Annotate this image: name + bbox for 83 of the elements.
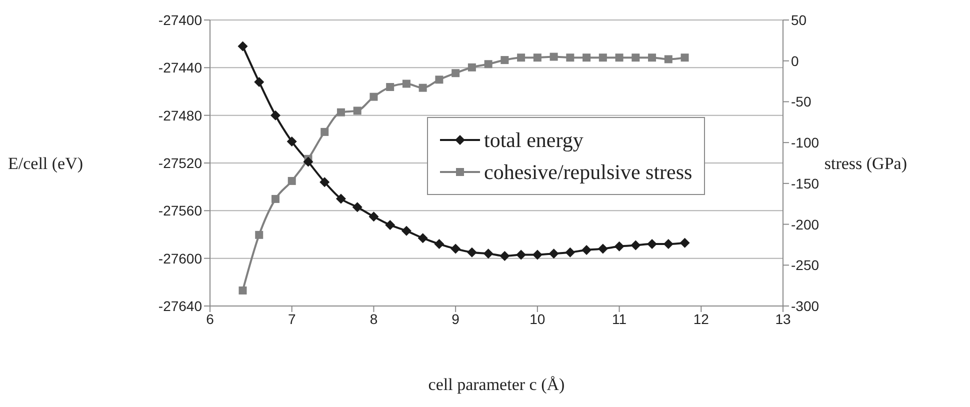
point bbox=[238, 41, 248, 52]
y-tick-label: -27640 bbox=[158, 298, 202, 314]
point bbox=[238, 286, 247, 294]
point bbox=[450, 244, 461, 254]
y2-tick-label: -200 bbox=[791, 216, 820, 232]
y2-tick-label: -250 bbox=[791, 257, 820, 274]
legend-label: total energy bbox=[484, 127, 584, 154]
point bbox=[452, 69, 460, 78]
y-tick-label: -27440 bbox=[158, 60, 202, 76]
point bbox=[548, 248, 559, 259]
point bbox=[254, 76, 264, 87]
point bbox=[500, 250, 510, 261]
point bbox=[614, 241, 624, 252]
point bbox=[385, 220, 396, 230]
point bbox=[630, 240, 641, 250]
point bbox=[336, 108, 345, 116]
y-axis-title: E/cell (eV) bbox=[8, 154, 84, 174]
y-tick-label: -27400 bbox=[158, 12, 202, 28]
point bbox=[418, 233, 428, 244]
point bbox=[270, 110, 280, 120]
point bbox=[402, 80, 410, 88]
y2-tick-label: -100 bbox=[791, 134, 820, 151]
point bbox=[484, 60, 492, 68]
point bbox=[468, 63, 476, 72]
point bbox=[550, 52, 558, 61]
y-tick-label: -27480 bbox=[158, 107, 202, 124]
point bbox=[255, 230, 264, 239]
point bbox=[320, 128, 329, 136]
point bbox=[664, 55, 672, 64]
point bbox=[582, 244, 592, 255]
x-tick-label: 9 bbox=[452, 310, 460, 327]
point bbox=[500, 56, 509, 64]
x-tick-label: 11 bbox=[612, 310, 627, 327]
point bbox=[566, 54, 574, 62]
point bbox=[336, 194, 346, 204]
point bbox=[353, 106, 362, 115]
x-tick-label: 13 bbox=[775, 310, 791, 327]
x-tick-label: 10 bbox=[530, 310, 546, 327]
point bbox=[352, 202, 362, 212]
x-axis-title: cell parameter c (Å) bbox=[428, 375, 565, 394]
y2-axis-title: stress (GPa) bbox=[824, 154, 907, 174]
legend-label: cohesive/repulsive stress bbox=[484, 159, 692, 186]
point bbox=[615, 54, 624, 62]
point bbox=[565, 247, 576, 258]
point bbox=[418, 84, 427, 92]
point bbox=[286, 136, 297, 147]
point bbox=[435, 76, 444, 84]
point bbox=[483, 248, 494, 259]
y2-tick-label: -150 bbox=[791, 175, 820, 192]
point bbox=[663, 239, 674, 250]
point bbox=[680, 54, 689, 62]
point bbox=[516, 250, 526, 260]
point bbox=[386, 83, 394, 92]
point bbox=[517, 54, 526, 62]
x-tick-label: 8 bbox=[370, 310, 378, 327]
point bbox=[532, 250, 542, 260]
point bbox=[434, 239, 444, 250]
point bbox=[582, 54, 591, 62]
point bbox=[303, 156, 314, 167]
point bbox=[680, 238, 690, 248]
point bbox=[598, 54, 607, 62]
point bbox=[648, 54, 656, 62]
point bbox=[647, 239, 658, 250]
x-tick-label: 12 bbox=[693, 310, 710, 327]
point bbox=[401, 226, 412, 236]
point bbox=[598, 244, 608, 254]
y-tick-label: -27520 bbox=[158, 154, 202, 171]
y2-tick-label: -300 bbox=[791, 298, 820, 314]
point bbox=[533, 54, 542, 62]
x-tick-label: 7 bbox=[288, 310, 296, 327]
y-tick-label: -27560 bbox=[158, 202, 202, 219]
x-tick-label: 6 bbox=[206, 310, 214, 327]
point bbox=[288, 176, 296, 185]
y2-tick-label: 0 bbox=[791, 52, 799, 69]
point bbox=[368, 212, 379, 222]
point bbox=[370, 92, 378, 101]
point bbox=[271, 194, 280, 203]
point bbox=[320, 177, 330, 188]
y2-tick-label: -50 bbox=[791, 94, 812, 110]
point bbox=[466, 247, 477, 258]
y-tick-label: -27600 bbox=[158, 250, 202, 266]
y2-tick-label: 50 bbox=[791, 12, 807, 28]
point bbox=[632, 54, 640, 62]
